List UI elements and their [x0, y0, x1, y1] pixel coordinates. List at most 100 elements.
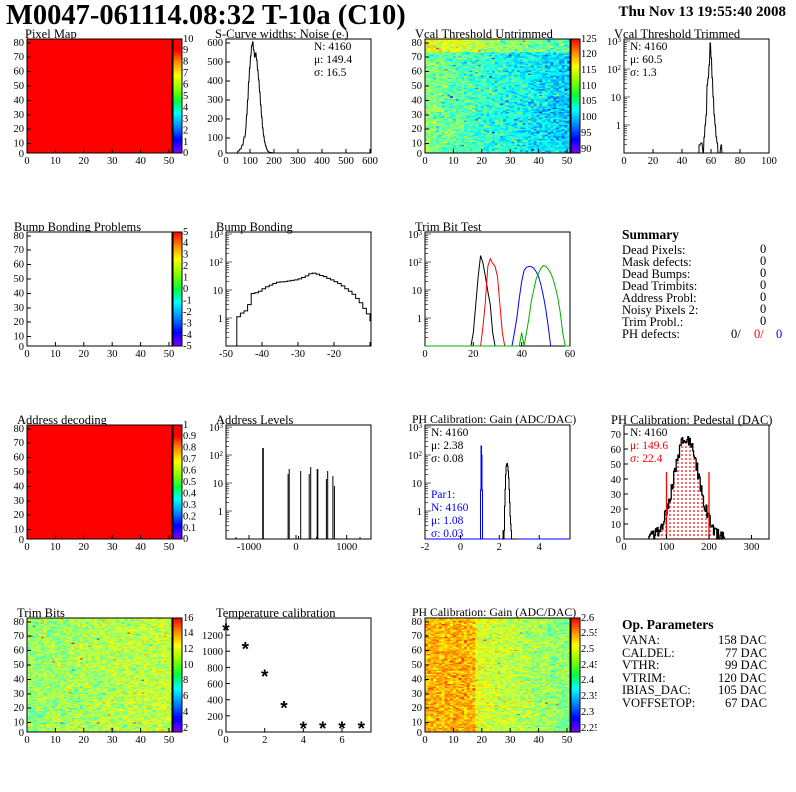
svg-text:N: 4160: N: 4160: [314, 41, 352, 53]
svg-text:σ: 16.5: σ: 16.5: [314, 67, 347, 79]
svg-text:10: 10: [412, 718, 423, 729]
svg-text:60: 60: [706, 156, 717, 167]
svg-text:N: 4160: N: 4160: [630, 427, 668, 439]
svg-text:40: 40: [412, 675, 423, 686]
svg-text:7: 7: [183, 68, 188, 79]
svg-text:2.6: 2.6: [581, 613, 594, 624]
svg-text:5: 5: [183, 227, 188, 238]
svg-text:300: 300: [207, 95, 223, 106]
svg-text:500: 500: [207, 57, 223, 68]
svg-text:*: *: [261, 667, 269, 688]
svg-text:30: 30: [412, 110, 423, 121]
svg-text:4: 4: [183, 238, 189, 249]
svg-text:20: 20: [14, 124, 25, 135]
svg-text:30: 30: [107, 735, 118, 746]
svg-text:0: 0: [19, 535, 24, 546]
svg-text:1: 1: [218, 314, 223, 325]
svg-text:0.2: 0.2: [183, 512, 196, 523]
svg-text:60: 60: [611, 445, 622, 456]
svg-text:2.3: 2.3: [581, 707, 594, 718]
svg-text:30: 30: [107, 349, 118, 360]
svg-text:300: 300: [744, 542, 760, 553]
svg-text:50: 50: [164, 349, 175, 360]
svg-text:105: 105: [581, 96, 597, 107]
svg-text:50: 50: [14, 467, 25, 478]
svg-text:10: 10: [50, 542, 61, 553]
svg-text:103: 103: [607, 36, 622, 48]
svg-text:80: 80: [14, 231, 25, 242]
svg-text:1: 1: [417, 507, 422, 518]
svg-text:2: 2: [183, 723, 188, 734]
svg-text:40: 40: [611, 475, 622, 486]
svg-text:800: 800: [207, 663, 223, 674]
svg-text:*: *: [300, 719, 308, 740]
svg-text:2.5: 2.5: [581, 644, 594, 655]
svg-text:16: 16: [183, 613, 194, 624]
svg-text:600: 600: [362, 156, 378, 167]
svg-text:0: 0: [417, 149, 422, 160]
svg-text:100: 100: [659, 542, 675, 553]
svg-text:90: 90: [581, 144, 592, 155]
svg-text:N: 4160: N: 4160: [431, 427, 469, 439]
svg-text:-5: -5: [183, 341, 192, 352]
svg-text:500: 500: [338, 156, 354, 167]
svg-text:102: 102: [209, 450, 224, 462]
svg-text:30: 30: [107, 542, 118, 553]
svg-text:10: 10: [412, 479, 423, 490]
svg-text:1000: 1000: [202, 647, 223, 658]
svg-text:1: 1: [183, 273, 188, 284]
svg-text:2.45: 2.45: [581, 660, 597, 671]
svg-text:10: 10: [14, 332, 25, 343]
svg-text:6: 6: [183, 80, 188, 91]
svg-text:-50: -50: [219, 349, 233, 360]
svg-text:70: 70: [14, 631, 25, 642]
svg-text:30: 30: [14, 689, 25, 700]
svg-text:0: 0: [19, 149, 24, 160]
svg-text:0: 0: [458, 542, 463, 553]
svg-text:μ: 149.6: μ: 149.6: [630, 440, 668, 452]
svg-text:6: 6: [183, 691, 188, 702]
svg-text:1000: 1000: [336, 542, 357, 553]
svg-text:102: 102: [607, 64, 622, 76]
svg-text:20: 20: [477, 156, 488, 167]
svg-text:-40: -40: [255, 349, 269, 360]
svg-text:70: 70: [14, 438, 25, 449]
svg-text:60: 60: [14, 453, 25, 464]
svg-text:20: 20: [79, 735, 90, 746]
svg-text:1: 1: [616, 121, 621, 132]
svg-text:0.1: 0.1: [183, 523, 196, 534]
svg-text:10: 10: [213, 479, 224, 490]
svg-text:-20: -20: [327, 349, 341, 360]
svg-text:10: 10: [183, 660, 194, 671]
svg-text:300: 300: [290, 156, 306, 167]
svg-text:600: 600: [207, 38, 223, 49]
svg-text:μ: 2.38: μ: 2.38: [431, 440, 464, 452]
svg-text:70: 70: [412, 631, 423, 642]
svg-text:40: 40: [516, 349, 527, 360]
svg-text:4: 4: [183, 707, 189, 718]
svg-text:10: 10: [14, 139, 25, 150]
svg-text:4: 4: [537, 542, 543, 553]
svg-text:8: 8: [183, 57, 188, 68]
svg-text:200: 200: [266, 156, 282, 167]
svg-text:30: 30: [14, 303, 25, 314]
svg-text:*: *: [319, 719, 327, 740]
svg-text:2: 2: [183, 126, 188, 137]
svg-text:σ: 22.4: σ: 22.4: [630, 453, 663, 465]
svg-text:50: 50: [14, 274, 25, 285]
svg-text:60: 60: [14, 67, 25, 78]
svg-text:50: 50: [611, 460, 622, 471]
svg-text:0: 0: [183, 284, 188, 295]
svg-text:3: 3: [183, 114, 188, 125]
svg-text:80: 80: [14, 617, 25, 628]
svg-text:σ: 0.03: σ: 0.03: [431, 528, 464, 540]
svg-text:2: 2: [183, 261, 188, 272]
svg-text:100: 100: [761, 156, 777, 167]
svg-text:80: 80: [14, 38, 25, 49]
svg-text:10: 10: [448, 735, 459, 746]
svg-text:1: 1: [183, 137, 188, 148]
svg-text:1: 1: [417, 314, 422, 325]
svg-text:80: 80: [412, 617, 423, 628]
svg-text:50: 50: [14, 81, 25, 92]
svg-text:0: 0: [183, 534, 188, 545]
